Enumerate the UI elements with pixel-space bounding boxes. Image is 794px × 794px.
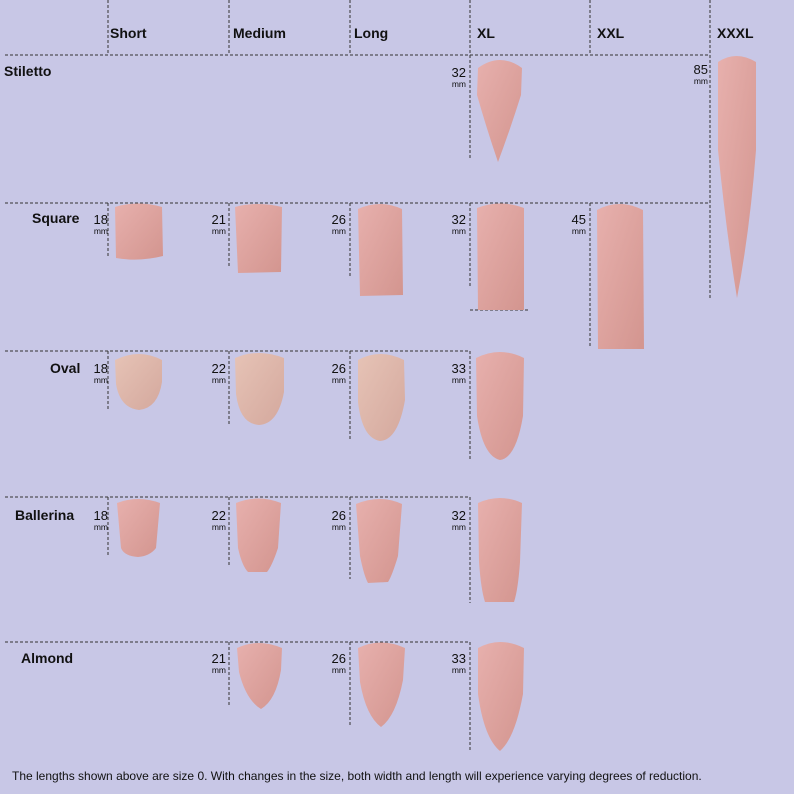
column-header-medium: Medium [233, 25, 286, 41]
length-square-short: 18 mm [93, 212, 108, 236]
length-ballerina-xl: 32 mm [451, 508, 466, 532]
nail-almond-medium [237, 643, 282, 709]
length-stiletto-xxxl: 85 mm [693, 62, 708, 86]
column-header-xl: XL [477, 25, 495, 41]
row-label-square: Square [32, 210, 80, 226]
nail-ballerina-short [117, 499, 160, 557]
nail-square-short [115, 203, 163, 260]
row-label-almond: Almond [21, 650, 74, 666]
length-stiletto-xl: 32 mm [451, 65, 466, 89]
length-square-long: 26 mm [331, 212, 346, 236]
nail-almond-long [358, 642, 405, 727]
length-almond-xl: 33 mm [451, 651, 466, 675]
nail-oval-medium [235, 353, 284, 425]
nail-oval-long [358, 354, 405, 441]
nail-square-medium [235, 204, 282, 273]
length-square-xl: 32 mm [451, 212, 466, 236]
nail-square-xl [477, 203, 524, 310]
nail-oval-xl [476, 352, 524, 460]
length-ballerina-long: 26 mm [331, 508, 346, 532]
length-square-medium: 21 mm [211, 212, 226, 236]
column-header-xxxl: XXXL [717, 25, 754, 41]
length-square-xxl: 45 mm [571, 212, 586, 236]
nail-stiletto-xxxl [718, 56, 756, 298]
length-oval-medium: 22 mm [211, 361, 226, 385]
length-almond-medium: 21 mm [211, 651, 226, 675]
length-oval-long: 26 mm [331, 361, 346, 385]
column-header-short: Short [110, 25, 147, 41]
nail-square-xxl [597, 204, 644, 349]
length-almond-long: 26 mm [331, 651, 346, 675]
nail-almond-xl [478, 642, 524, 751]
row-label-oval: Oval [50, 360, 81, 376]
row-label-ballerina: Ballerina [15, 507, 75, 523]
length-ballerina-short: 18 mm [93, 508, 108, 532]
nail-ballerina-long [356, 499, 402, 583]
length-oval-short: 18 mm [93, 361, 108, 385]
length-ballerina-medium: 22 mm [211, 508, 226, 532]
nail-stiletto-xl [477, 60, 522, 162]
nail-ballerina-xl [478, 498, 522, 602]
nail-oval-short [115, 354, 162, 410]
nail-ballerina-medium [236, 498, 281, 572]
column-header-long: Long [354, 25, 389, 41]
nail-square-long [358, 204, 403, 296]
row-label-stiletto: Stiletto [4, 63, 52, 79]
column-header-xxl: XXL [597, 25, 625, 41]
footer-note: The lengths shown above are size 0. With… [12, 769, 702, 783]
length-oval-xl: 33 mm [451, 361, 466, 385]
